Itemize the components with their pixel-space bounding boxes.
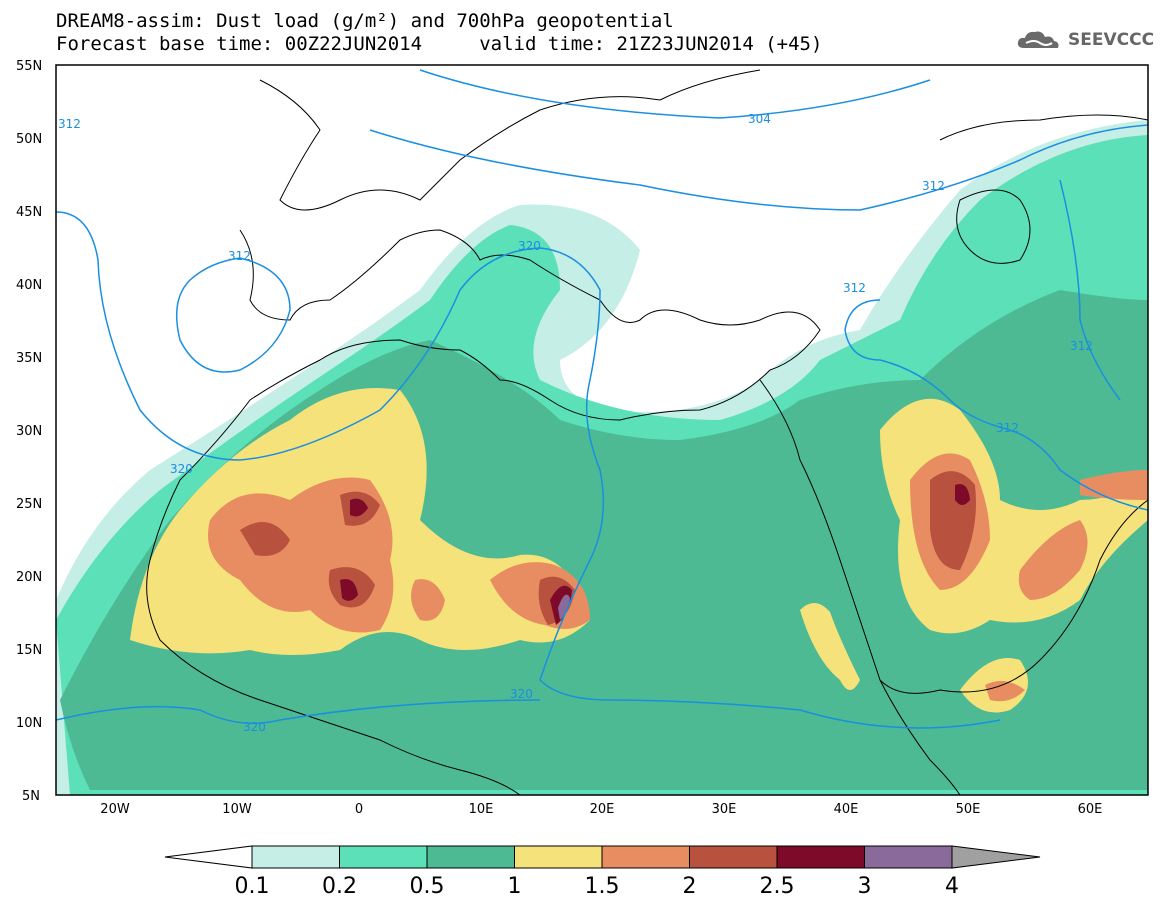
north-africa-coast — [146, 229, 821, 795]
dust-field — [56, 120, 1148, 795]
contour-label: 312 — [228, 249, 251, 263]
colorbar-label: 0.2 — [322, 874, 357, 899]
contour-label: 312 — [922, 179, 945, 193]
contour-label: 320 — [243, 720, 266, 734]
contour-312-north — [369, 124, 1148, 211]
lon-label: 20E — [590, 802, 615, 817]
europe-coast — [259, 69, 761, 211]
caspian-sea — [956, 189, 1031, 264]
dust-level-3-a — [350, 498, 368, 517]
contour-320-south — [56, 699, 541, 725]
colorbar-label: 0.5 — [410, 874, 445, 899]
colorbar-label: 2 — [683, 874, 697, 899]
contour-label: 320 — [518, 239, 541, 253]
colorbar-left-arrow — [164, 845, 253, 869]
caspian-region — [939, 114, 1148, 141]
colorbar-cell — [426, 845, 515, 869]
contour-label: 312 — [1070, 339, 1093, 353]
contour-304 — [419, 69, 931, 119]
lon-label: 10W — [222, 802, 252, 817]
lat-label: 30N — [16, 424, 42, 439]
lat-label: 55N — [16, 59, 42, 74]
contour-label: 304 — [748, 112, 771, 126]
coastlines — [146, 69, 1148, 795]
contour-312-far-east — [1059, 179, 1121, 401]
contour-label: 312 — [843, 281, 866, 295]
contour-labels: 304 312 312 312 312 312 312 320 320 320 … — [58, 112, 1093, 734]
lon-label: 60E — [1078, 802, 1103, 817]
colorbar-cell — [339, 845, 428, 869]
colorbar-cell — [514, 845, 603, 869]
lat-label: 45N — [16, 205, 42, 220]
lon-label: 0 — [355, 802, 363, 817]
lat-label: 5N — [22, 789, 40, 804]
lon-label: 50E — [956, 802, 981, 817]
dust-level-3-b — [340, 579, 358, 601]
lat-label: 20N — [16, 570, 42, 585]
lon-label: 30E — [712, 802, 737, 817]
dust-level-1-sudan — [800, 602, 860, 690]
colorbar-label: 4 — [945, 874, 959, 899]
logo-text: SEEVCCC — [1068, 30, 1155, 50]
latitude-axis: 55N 50N 45N 40N 35N 30N 25N 20N 15N 10N … — [16, 59, 42, 804]
longitude-axis: 20W 10W 0 10E 20E 30E 40E 50E 60E — [100, 802, 1102, 817]
contour-label: 320 — [170, 462, 193, 476]
colorbar-cell — [689, 845, 778, 869]
colorbar: 0.1 0.2 0.5 1 1.5 2 2.5 3 4 — [164, 845, 1041, 899]
colorbar-label: 1.5 — [585, 874, 620, 899]
dust-level-3-c — [955, 484, 970, 505]
lon-label: 10E — [469, 802, 494, 817]
lat-label: 25N — [16, 497, 42, 512]
contour-label: 312 — [58, 117, 81, 131]
map-title: DREAM8-assim: Dust load (g/m²) and 700hP… — [56, 10, 674, 32]
colorbar-label: 0.1 — [235, 874, 270, 899]
lat-label: 15N — [16, 643, 42, 658]
colorbar-cell — [864, 845, 953, 869]
geopotential-contours — [56, 69, 1148, 729]
colorbar-label: 2.5 — [760, 874, 795, 899]
contour-312-east — [844, 299, 1148, 511]
colorbar-right-arrow — [951, 845, 1041, 869]
dust-level-1.5-small — [411, 579, 445, 621]
dust-level-2-a — [240, 522, 290, 556]
colorbar-cell — [251, 845, 340, 869]
dust-level-1.5-oman — [1018, 520, 1088, 600]
lon-label: 40E — [834, 802, 859, 817]
contour-label: 312 — [996, 421, 1019, 435]
dust-level-1.5-horn — [985, 681, 1025, 702]
seevccc-logo: SEEVCCC — [1016, 26, 1154, 54]
lat-label: 10N — [16, 716, 42, 731]
colorbar-cell — [601, 845, 690, 869]
colorbar-label: 3 — [858, 874, 872, 899]
horn-coast — [879, 679, 961, 795]
map-frame — [55, 64, 1149, 796]
lat-label: 40N — [16, 278, 42, 293]
contour-320 — [56, 211, 1001, 729]
map-subtitle: Forecast base time: 00Z22JUN2014 valid t… — [56, 33, 823, 55]
lon-label: 20W — [100, 802, 130, 817]
contour-label: 320 — [510, 687, 533, 701]
map-panel: 304 312 312 312 312 312 312 320 320 320 … — [56, 65, 1148, 795]
lat-label: 35N — [16, 351, 42, 366]
dust-level-4 — [558, 594, 570, 620]
lat-label: 50N — [16, 132, 42, 147]
colorbar-label: 1 — [508, 874, 522, 899]
red-sea-arabia-coast — [759, 379, 1148, 694]
contour-312-low — [175, 257, 291, 373]
cloud-logo-icon — [1017, 31, 1059, 48]
colorbar-cell — [776, 845, 865, 869]
